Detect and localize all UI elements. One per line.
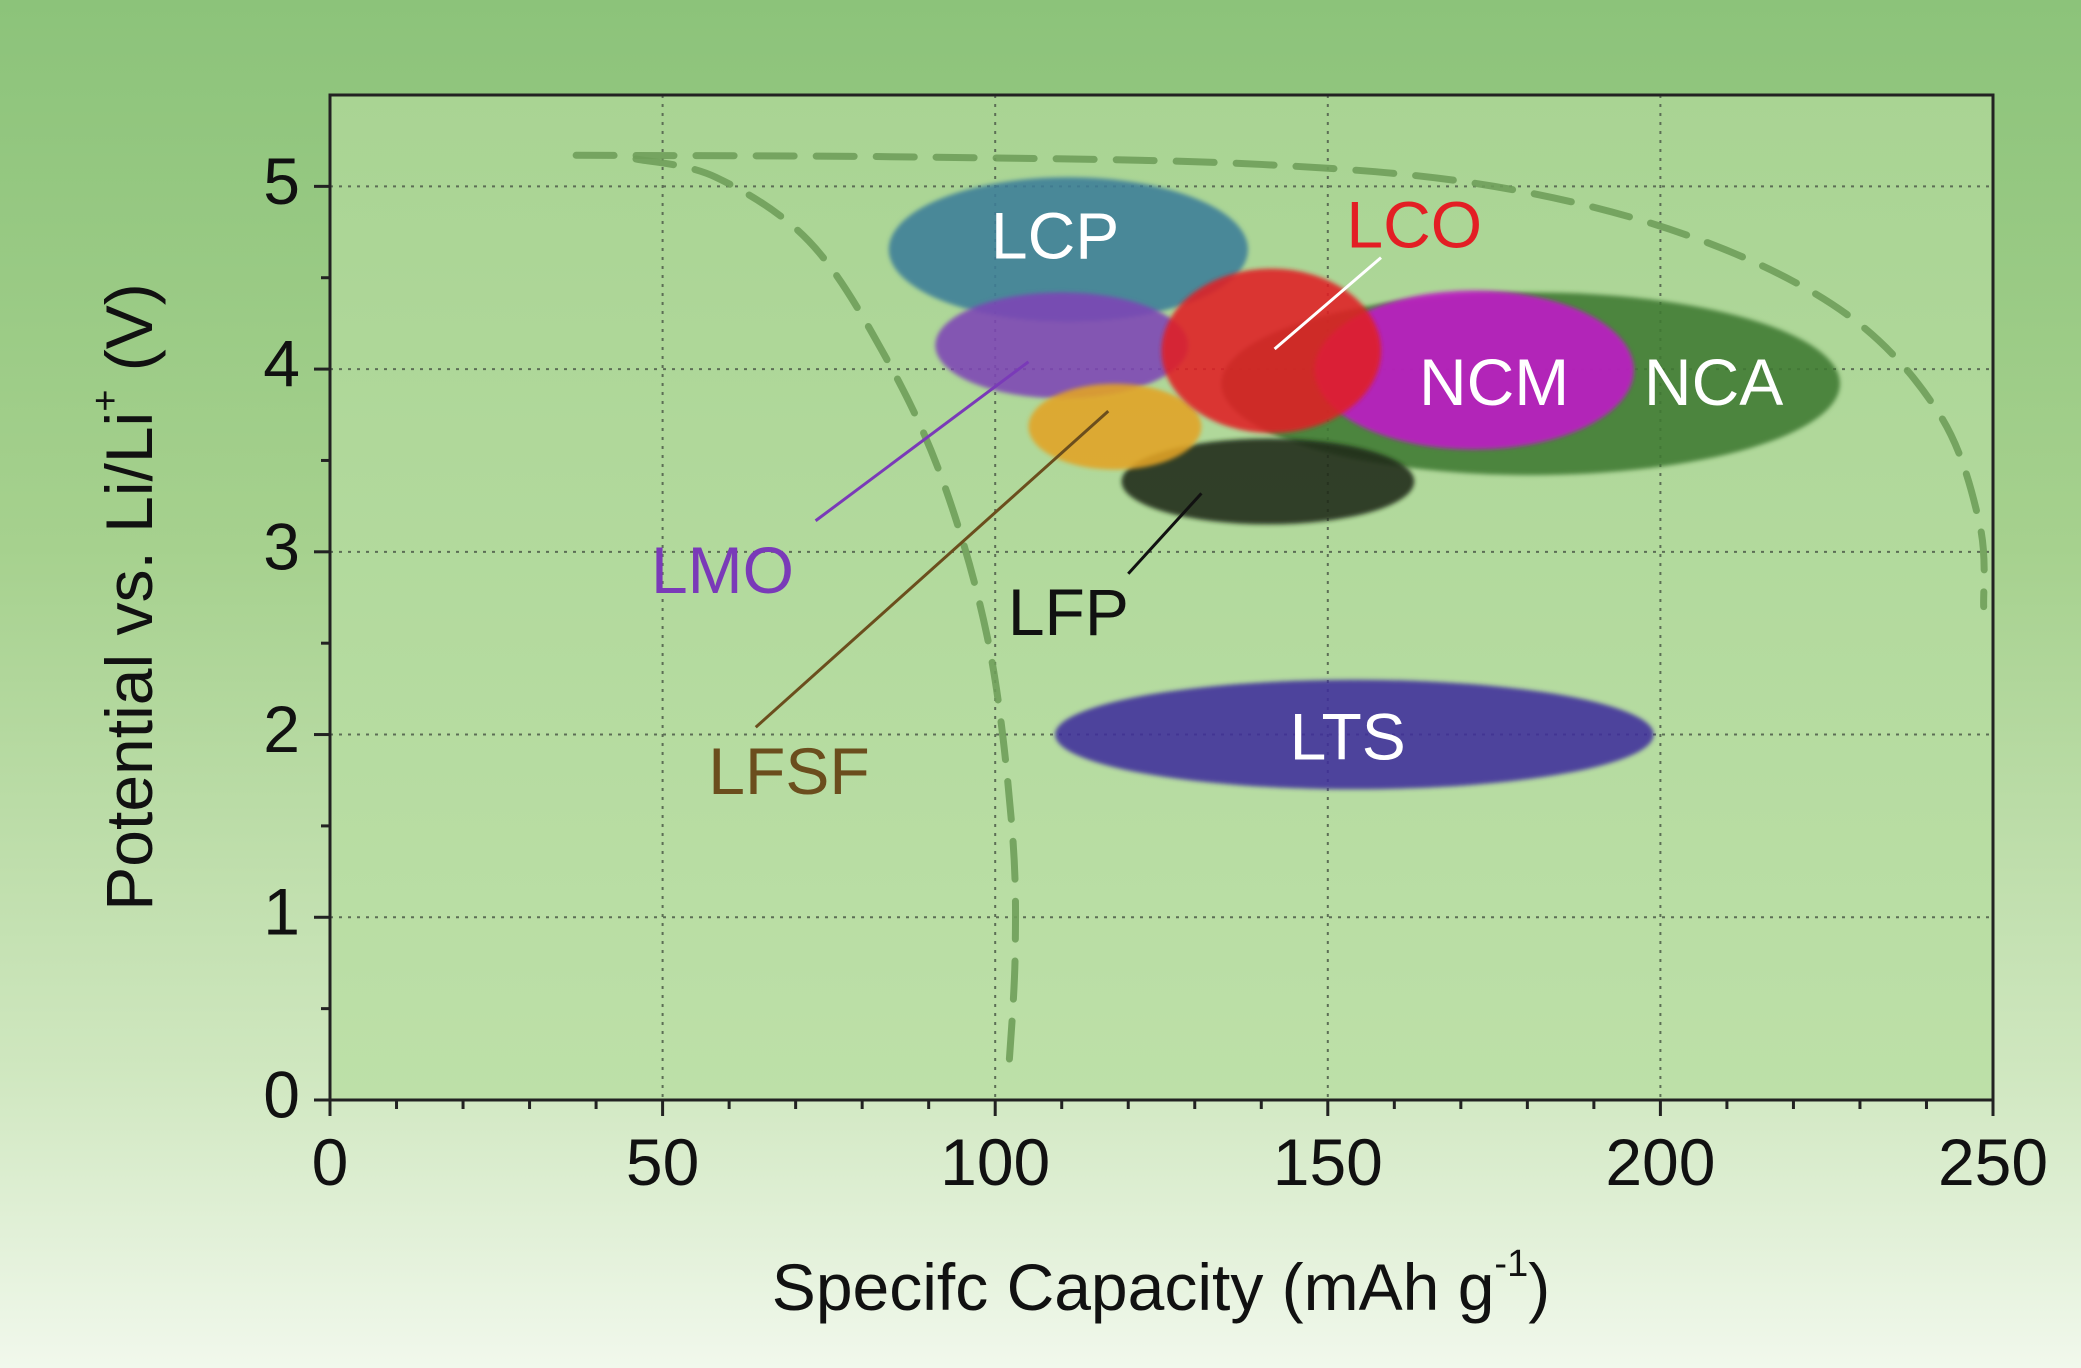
y-tick-label-2: 2 [263, 692, 300, 766]
label-lmo: LMO [651, 533, 794, 607]
region-lfp [1121, 438, 1415, 525]
region-ncm [1314, 290, 1634, 450]
region-labels: NCA LFP LCP LMO LFSF NCM LCO LTS [651, 188, 1783, 808]
region-lfsf [1028, 383, 1202, 470]
leader-lco [1273, 256, 1382, 351]
annotation-lines [754, 256, 1382, 729]
leader-lfp [1127, 492, 1203, 575]
y-tick-label-0: 0 [263, 1057, 300, 1131]
practical-limit-curve [632, 155, 1020, 1077]
leader-lfsf [754, 410, 1110, 729]
label-lfsf: LFSF [708, 734, 869, 808]
boundary-curves [572, 151, 1988, 1077]
x-tick-label-250: 250 [1938, 1125, 2048, 1199]
label-nca: NCA [1644, 345, 1783, 419]
theoretical-limit-curve [572, 151, 1988, 611]
x-axis-label: Specifc Capacity (mAh g-1) [772, 1243, 1550, 1324]
y-tick-label-1: 1 [263, 875, 300, 949]
label-lco: LCO [1346, 188, 1482, 262]
label-lfp: LFP [1008, 575, 1129, 649]
region-lmo [935, 292, 1189, 399]
label-lts: LTS [1290, 699, 1406, 773]
region-lts [1055, 679, 1654, 790]
region-lco [1161, 268, 1382, 434]
axis-ticks [314, 184, 1995, 1116]
label-ncm: NCM [1419, 345, 1569, 419]
tick-labels: 0 50 100 150 200 250 0 1 2 3 4 5 [263, 144, 2048, 1199]
y-axis-label: Potential vs. Li/Li+ (V) [85, 283, 166, 910]
x-tick-label-0: 0 [312, 1125, 349, 1199]
x-tick-label-200: 200 [1605, 1125, 1715, 1199]
regions [888, 177, 1841, 790]
grid [330, 95, 1993, 1100]
region-lcp [888, 177, 1248, 322]
x-tick-label-50: 50 [626, 1125, 699, 1199]
y-tick-label-5: 5 [263, 144, 300, 218]
y-tick-label-3: 3 [263, 509, 300, 583]
label-lcp: LCP [991, 199, 1119, 273]
x-tick-label-100: 100 [940, 1125, 1050, 1199]
x-tick-label-150: 150 [1273, 1125, 1383, 1199]
y-tick-label-4: 4 [263, 327, 300, 401]
plot-frame [328, 93, 1995, 1102]
leader-lmo [814, 360, 1030, 522]
